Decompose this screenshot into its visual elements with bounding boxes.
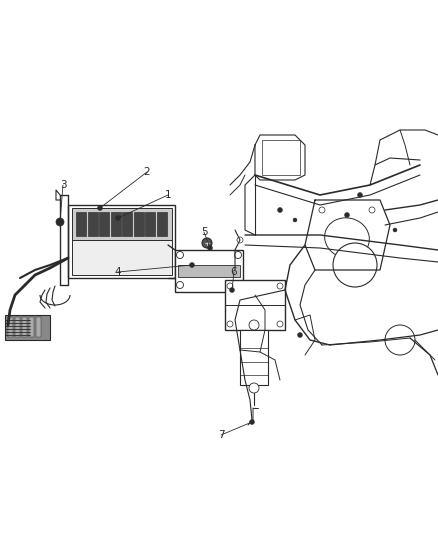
Circle shape (230, 287, 234, 293)
Bar (134, 212, 144, 236)
Text: 4: 4 (115, 267, 121, 277)
Circle shape (393, 228, 397, 232)
Circle shape (385, 325, 415, 355)
Text: 6: 6 (231, 267, 237, 277)
Circle shape (190, 262, 194, 268)
Circle shape (297, 333, 303, 337)
Bar (145, 212, 155, 236)
Bar (5, 315, 50, 340)
Circle shape (116, 215, 120, 221)
Bar (99, 212, 109, 236)
Circle shape (177, 252, 184, 259)
Circle shape (345, 213, 350, 217)
Circle shape (249, 383, 259, 393)
Bar (88, 212, 98, 236)
Circle shape (227, 321, 233, 327)
Text: 7: 7 (218, 430, 224, 440)
Bar (262, 140, 300, 175)
Circle shape (319, 207, 325, 213)
Circle shape (277, 283, 283, 289)
Bar (178, 265, 240, 277)
Circle shape (237, 237, 243, 243)
Circle shape (202, 238, 212, 248)
Bar (36, 317, 41, 337)
Text: 3: 3 (60, 180, 66, 190)
Bar (76, 212, 86, 236)
Bar (122, 212, 132, 236)
Bar (22, 317, 27, 337)
Circle shape (56, 218, 64, 226)
Bar (15, 317, 20, 337)
Bar (72, 208, 172, 240)
Circle shape (249, 320, 259, 330)
Circle shape (293, 218, 297, 222)
Bar (29, 317, 34, 337)
Circle shape (234, 281, 241, 288)
Circle shape (227, 283, 233, 289)
Circle shape (277, 321, 283, 327)
Bar (175, 250, 243, 292)
Bar (68, 205, 175, 278)
Circle shape (177, 281, 184, 288)
Circle shape (57, 220, 63, 224)
Bar (8, 317, 13, 337)
Text: 5: 5 (201, 227, 207, 237)
Circle shape (250, 419, 254, 424)
Text: 1: 1 (165, 190, 171, 200)
Bar (110, 212, 120, 236)
Circle shape (369, 207, 375, 213)
Circle shape (357, 192, 363, 198)
Circle shape (278, 207, 283, 213)
Circle shape (333, 243, 377, 287)
Circle shape (234, 252, 241, 259)
Bar (240, 330, 268, 385)
Circle shape (98, 206, 102, 211)
Bar (72, 240, 172, 275)
Bar (156, 212, 166, 236)
Text: 2: 2 (144, 167, 150, 177)
Bar (225, 280, 285, 330)
Circle shape (208, 246, 212, 251)
